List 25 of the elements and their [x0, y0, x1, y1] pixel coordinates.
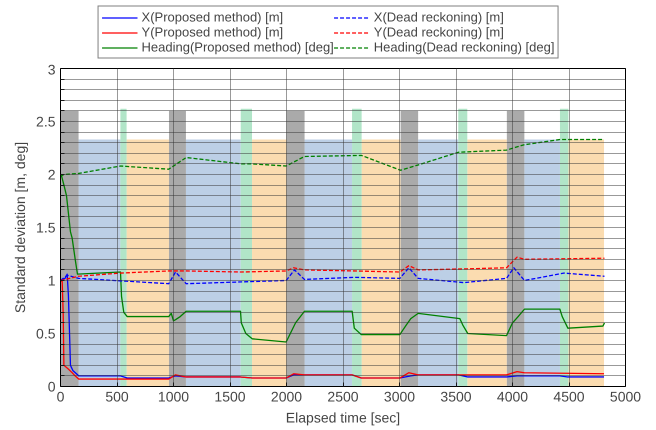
y-tick-label: 3 [48, 62, 56, 78]
y-tick-label: 1.5 [36, 220, 56, 236]
x-tick-label: 500 [105, 388, 129, 404]
legend-label: Heading(Dead reckoning) [deg] [374, 40, 554, 54]
x-tick-label: 4000 [496, 388, 528, 404]
x-tick-label: 2500 [327, 388, 359, 404]
legend-label: Y(Proposed method) [m] [142, 24, 284, 40]
y-tick-label: 2 [48, 166, 56, 182]
legend-label: X(Dead reckoning) [m] [374, 10, 504, 24]
y-tick-label: 2.5 [36, 114, 56, 130]
x-tick-label: 3500 [440, 388, 472, 404]
x-tick-label: 1000 [158, 388, 190, 404]
y-axis-title: Standard deviation [m, deg] [12, 142, 28, 314]
legend-label: Y(Dead reckoning) [m] [374, 24, 504, 40]
x-tick-label: 1500 [214, 388, 246, 404]
legend-label: X(Proposed method) [m] [142, 10, 284, 24]
y-tick-label: 1 [48, 272, 56, 288]
x-tick-label: 3000 [384, 388, 416, 404]
y-tick-label: 0 [48, 378, 56, 394]
x-tick-label: 2000 [270, 388, 302, 404]
x-tick-label: 4500 [553, 388, 585, 404]
x-axis-title: Elapsed time [sec] [286, 410, 400, 426]
y-tick-label: 0.5 [36, 326, 56, 342]
legend-label: Heading(Proposed method) [deg] [142, 40, 334, 54]
x-tick-label: 5000 [610, 388, 642, 404]
